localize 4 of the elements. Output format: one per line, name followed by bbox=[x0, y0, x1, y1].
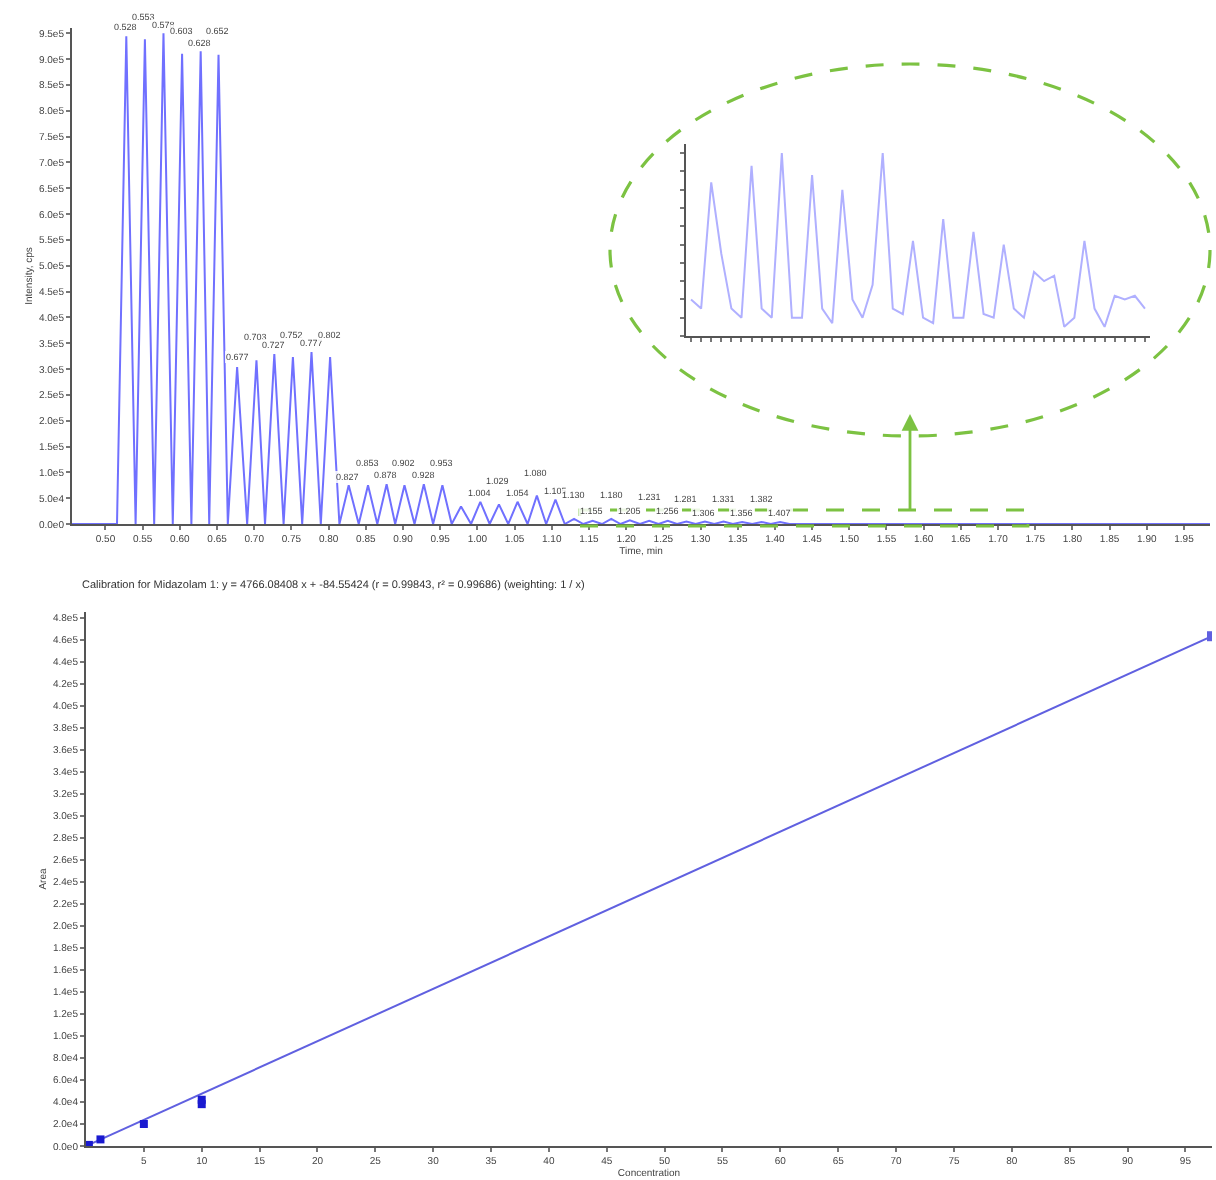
point bbox=[197, 1095, 206, 1104]
point bbox=[96, 1135, 105, 1144]
point bbox=[139, 1119, 148, 1128]
line-series bbox=[72, 32, 1210, 524]
